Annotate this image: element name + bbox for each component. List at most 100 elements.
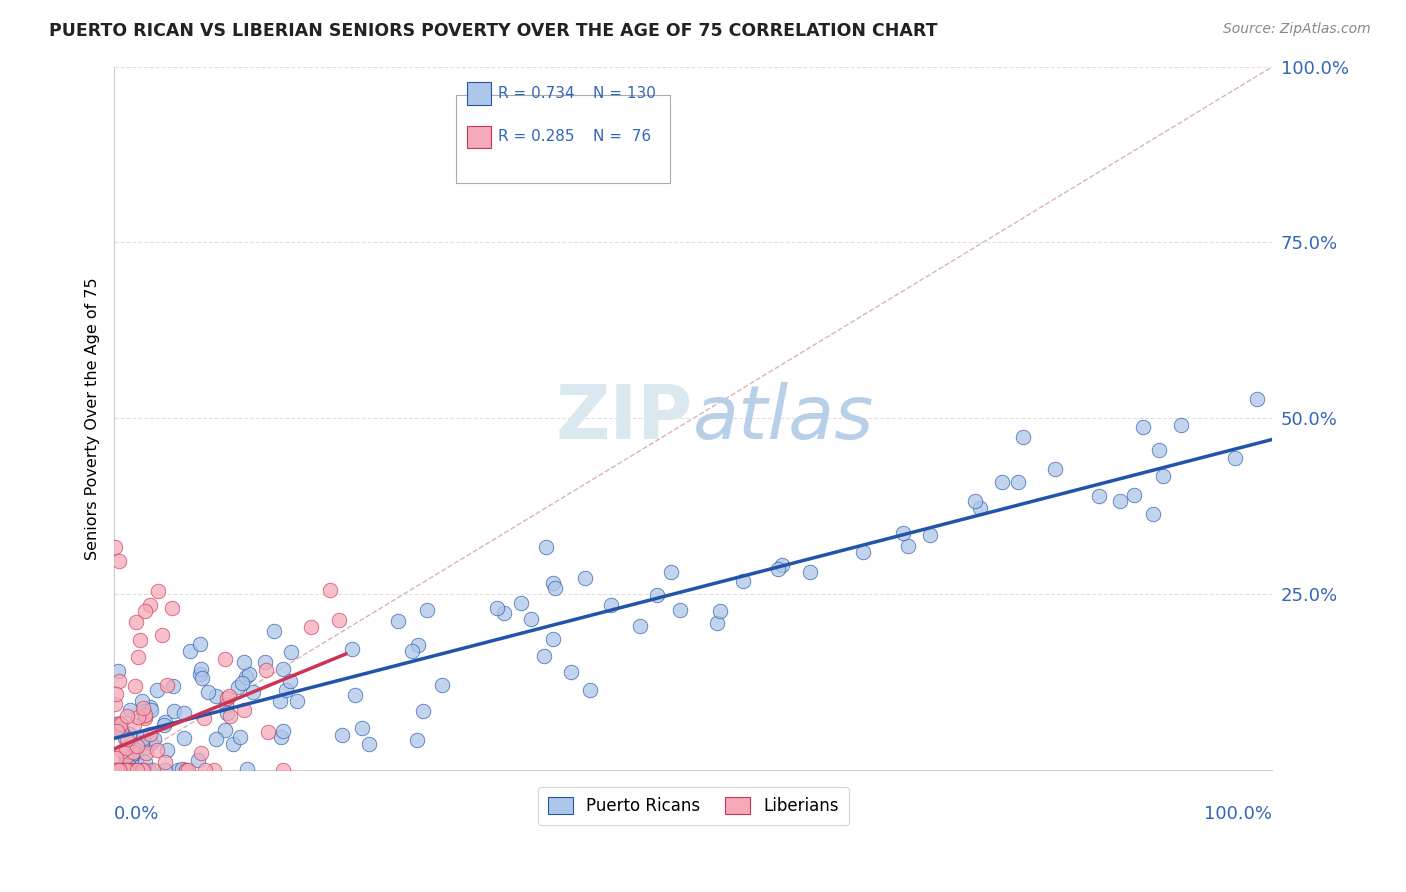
Point: [132, 700, 155, 714]
Point: [156, 743, 179, 757]
Point: [121, 747, 143, 761]
Point: [1045, 462, 1067, 476]
Point: [104, 763, 127, 777]
Point: [1152, 469, 1174, 483]
Point: [153, 718, 176, 732]
Point: [299, 620, 322, 634]
Point: [430, 678, 453, 692]
Point: [108, 763, 131, 777]
Point: [105, 686, 128, 700]
Point: [319, 582, 342, 597]
Point: [122, 718, 145, 732]
Point: [205, 731, 228, 746]
Point: [104, 717, 127, 731]
Point: [599, 598, 621, 612]
Point: [963, 494, 986, 508]
Point: [190, 662, 212, 676]
Point: [125, 753, 148, 767]
Point: [153, 755, 176, 769]
Text: 0.0%: 0.0%: [114, 805, 159, 823]
Point: [645, 588, 668, 602]
Point: [115, 752, 138, 766]
Point: [167, 763, 190, 777]
Point: [659, 565, 682, 579]
Point: [387, 614, 409, 628]
Point: [107, 723, 129, 738]
Point: [176, 763, 198, 777]
Point: [205, 689, 228, 703]
Point: [242, 684, 264, 698]
Point: [114, 749, 136, 764]
Point: [117, 763, 139, 777]
Point: [110, 716, 132, 731]
Point: [733, 574, 755, 588]
Point: [125, 615, 148, 629]
Point: [105, 750, 128, 764]
Point: [543, 582, 565, 596]
Text: 100.0%: 100.0%: [1205, 805, 1272, 823]
Point: [129, 633, 152, 648]
Point: [131, 731, 153, 746]
Point: [104, 763, 127, 777]
Point: [188, 667, 211, 681]
Point: [132, 763, 155, 777]
Point: [104, 540, 127, 554]
Point: [163, 705, 186, 719]
Point: [1122, 488, 1144, 502]
Point: [990, 475, 1012, 489]
Point: [706, 615, 728, 630]
Point: [115, 763, 138, 777]
Point: [114, 763, 136, 777]
Point: [891, 526, 914, 541]
Point: [125, 740, 148, 755]
Point: [190, 746, 212, 760]
Point: [114, 741, 136, 756]
Point: [124, 747, 146, 761]
Point: [146, 584, 169, 599]
Point: [214, 652, 236, 666]
Point: [270, 730, 292, 744]
Point: [274, 682, 297, 697]
Point: [194, 763, 217, 777]
Point: [146, 743, 169, 757]
Text: ZIP: ZIP: [557, 382, 693, 455]
Point: [138, 763, 160, 777]
Point: [131, 694, 153, 708]
Point: [285, 694, 308, 708]
Point: [197, 685, 219, 699]
Point: [1246, 392, 1268, 407]
Point: [416, 603, 439, 617]
Point: [709, 604, 731, 618]
Point: [188, 637, 211, 651]
Point: [280, 645, 302, 659]
Point: [108, 763, 131, 777]
Point: [897, 539, 920, 553]
Point: [118, 727, 141, 741]
Point: [541, 632, 564, 646]
Point: [115, 731, 138, 746]
Point: [628, 618, 651, 632]
Point: [271, 724, 294, 739]
Point: [118, 703, 141, 717]
Point: [139, 736, 162, 750]
Point: [271, 763, 294, 777]
Point: [153, 763, 176, 777]
Point: [179, 644, 201, 658]
Point: [134, 711, 156, 725]
Point: [492, 606, 515, 620]
Point: [134, 705, 156, 719]
Point: [766, 562, 789, 576]
Y-axis label: Seniors Poverty Over the Age of 75: Seniors Poverty Over the Age of 75: [86, 277, 100, 559]
Point: [190, 671, 212, 685]
Text: R = 0.285: R = 0.285: [498, 129, 574, 145]
Point: [486, 601, 509, 615]
Point: [578, 682, 600, 697]
Point: [330, 728, 353, 742]
Point: [142, 763, 165, 777]
Point: [134, 755, 156, 769]
Point: [1147, 443, 1170, 458]
Point: [920, 528, 942, 542]
Point: [1007, 475, 1029, 490]
Point: [217, 690, 239, 705]
Point: [1170, 418, 1192, 433]
